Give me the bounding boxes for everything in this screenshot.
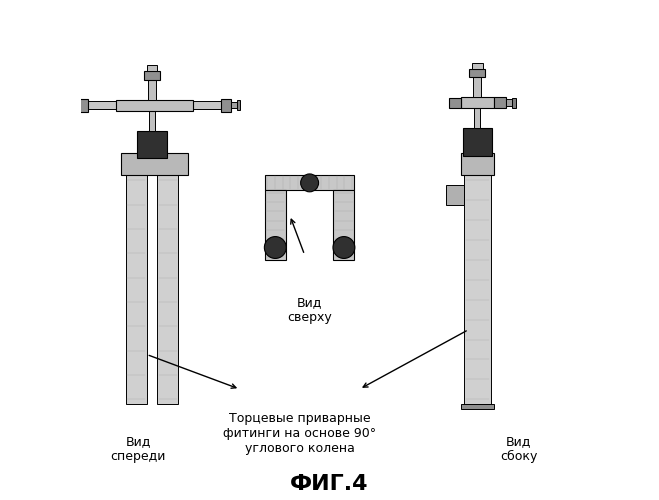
Bar [446, 186, 464, 205]
Circle shape [333, 236, 355, 258]
Text: Вид
спереди: Вид спереди [110, 435, 166, 463]
Bar [237, 100, 241, 110]
Circle shape [301, 174, 318, 192]
Bar [464, 176, 491, 404]
Bar [78, 99, 88, 112]
Bar [449, 98, 461, 108]
Bar [137, 130, 167, 158]
Bar [265, 176, 355, 190]
Bar [88, 102, 116, 110]
Bar [265, 190, 286, 260]
Bar [473, 78, 482, 98]
Bar [158, 176, 179, 404]
Bar [146, 65, 158, 71]
Text: Вид
сбоку: Вид сбоку [500, 435, 537, 463]
Bar [144, 71, 160, 80]
Bar [231, 102, 237, 108]
Bar [461, 153, 494, 176]
Bar [469, 68, 486, 78]
Bar [506, 99, 512, 106]
Text: Торцевые приварные
фитинги на основе 90°
углового колена: Торцевые приварные фитинги на основе 90°… [223, 412, 376, 456]
Bar [126, 176, 146, 404]
Bar [473, 62, 484, 68]
Bar [461, 404, 494, 409]
Bar [221, 99, 231, 112]
Bar [461, 98, 494, 108]
Bar [149, 111, 155, 130]
Bar [193, 102, 221, 110]
Bar [463, 128, 492, 156]
Bar [333, 190, 355, 260]
Bar [474, 108, 480, 128]
Bar [69, 100, 72, 110]
Bar [72, 102, 78, 108]
Bar [148, 80, 156, 100]
Bar [512, 98, 517, 108]
Bar [121, 153, 188, 176]
Bar [116, 100, 193, 111]
Text: ФИГ.4: ФИГ.4 [290, 474, 369, 494]
Text: Вид
сверху: Вид сверху [287, 296, 332, 324]
Bar [494, 97, 506, 108]
Circle shape [264, 236, 286, 258]
